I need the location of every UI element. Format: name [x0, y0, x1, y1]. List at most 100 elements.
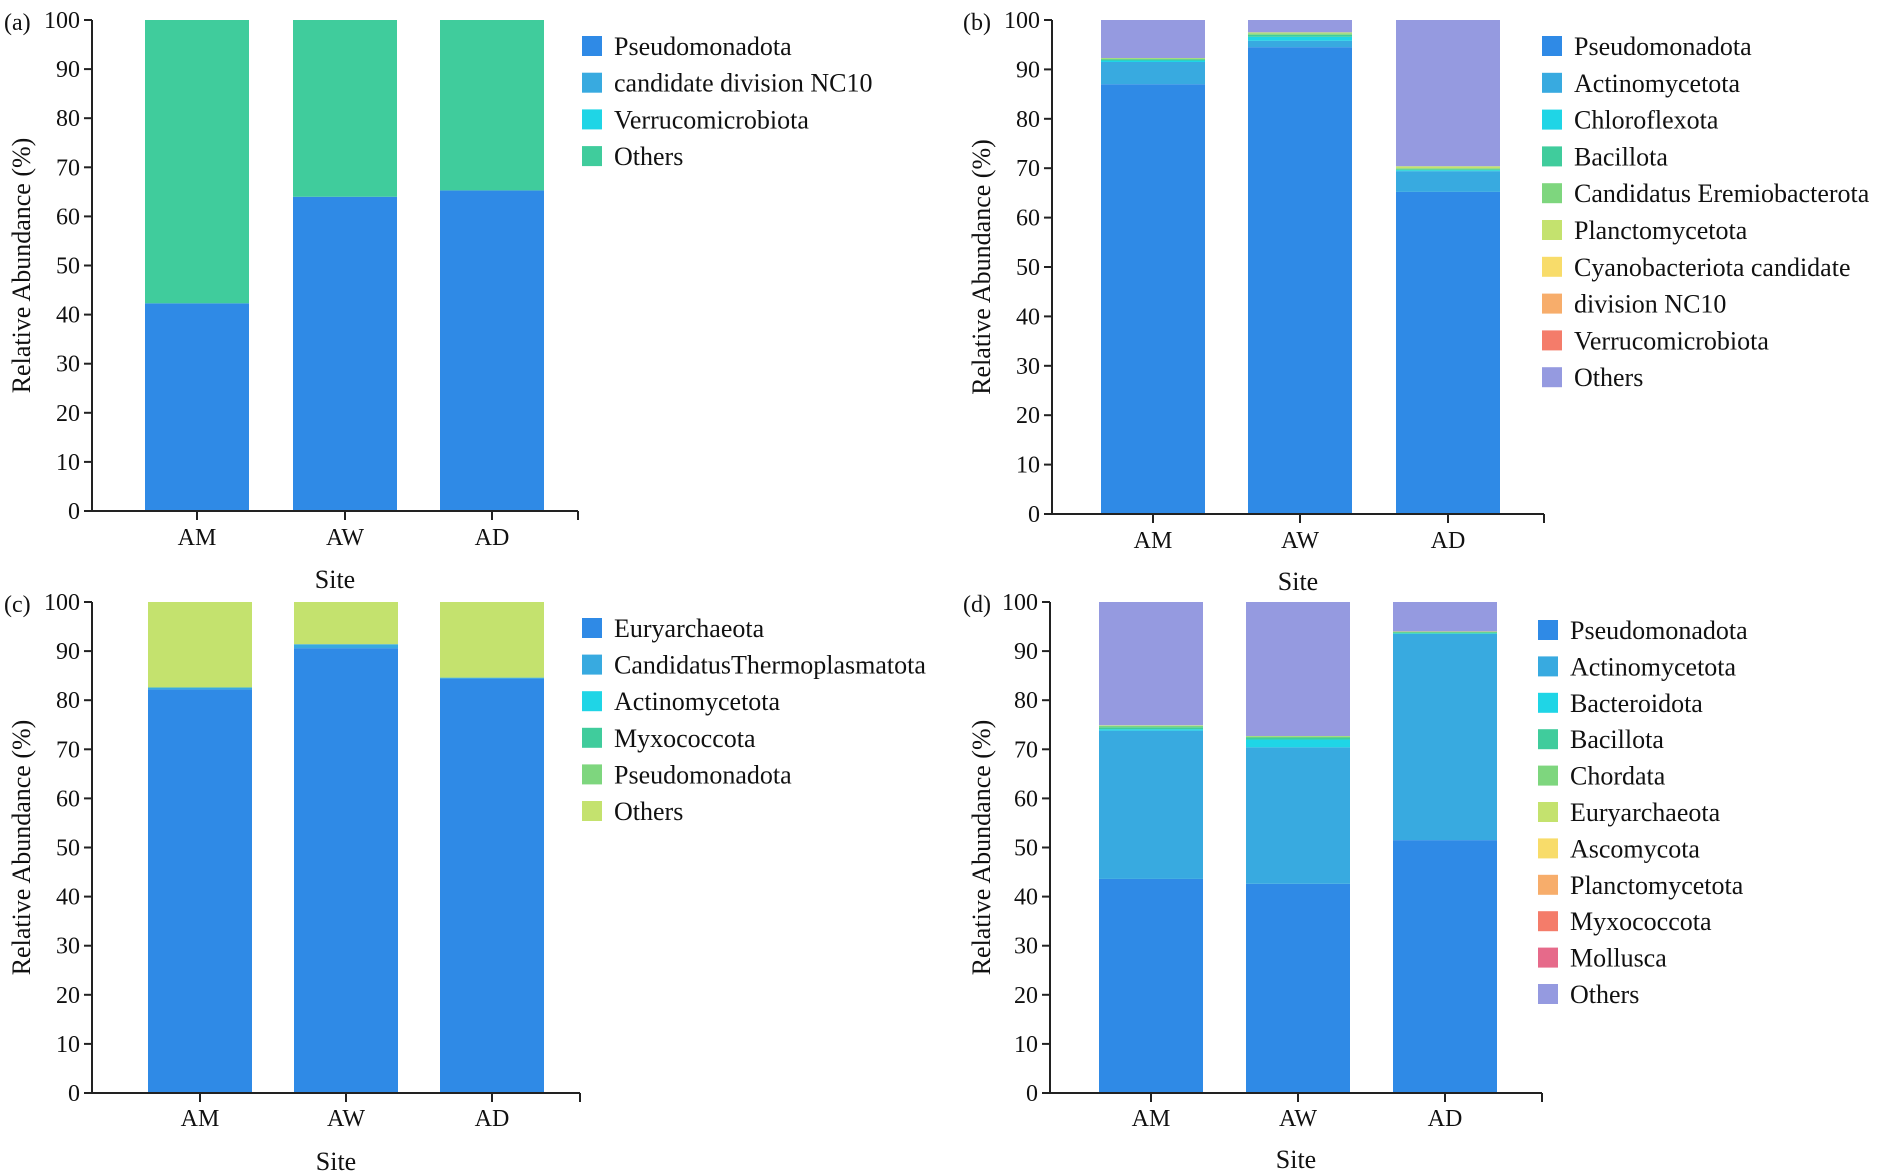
legend-swatch	[1538, 911, 1558, 932]
y-tick-label: 90	[1016, 57, 1040, 83]
y-tick-label: 40	[56, 885, 80, 911]
legend-swatch	[1542, 330, 1562, 351]
bar-segment-ad-candidatusthermoplasmatota	[440, 677, 544, 679]
legend-swatch	[582, 146, 602, 167]
legend-label: Myxococcota	[614, 724, 756, 753]
bar-segment-am-pseudomonadota	[145, 303, 249, 511]
legend-swatch	[1538, 729, 1558, 750]
bar-segment-am-bacillota	[1099, 727, 1203, 730]
panel-label: (a)	[4, 10, 31, 36]
x-tick-label-am: AM	[1132, 1106, 1171, 1132]
legend-label: Verrucomicrobiota	[1574, 326, 1769, 355]
y-tick-label: 70	[56, 737, 80, 763]
y-tick-label: 20	[56, 983, 80, 1009]
x-axis-title: Site	[1276, 1145, 1316, 1172]
y-tick-label: 10	[56, 1032, 80, 1058]
legend-label: Mollusca	[1570, 944, 1667, 973]
legend-label: Pseudomonadota	[614, 32, 792, 61]
legend-label: Pseudomonadota	[614, 760, 792, 789]
y-axis-title: Relative Abundance (%)	[967, 139, 996, 395]
legend-label: Pseudomonadota	[1570, 616, 1748, 645]
legend-label: Others	[1574, 363, 1643, 392]
legend-swatch	[1542, 36, 1562, 56]
bar-segment-aw-others	[294, 602, 398, 645]
legend-swatch	[1538, 984, 1558, 1004]
legend-swatch	[582, 72, 602, 93]
bar-segment-ad-others	[1396, 20, 1500, 167]
legend-label: Bacteroidota	[1570, 689, 1703, 718]
y-tick-label: 30	[56, 934, 80, 960]
bar-segment-ad-actinomycetota	[1393, 633, 1497, 841]
y-tick-label: 70	[56, 155, 80, 181]
y-tick-label: 30	[1014, 934, 1038, 960]
chart-panel-c: (c) 0 10 20 30 40 50 60 70 80 90 100 AM AW AD Site Relat…	[4, 590, 926, 1172]
bars	[1101, 20, 1500, 515]
bar-segment-am-candidatusthermoplasmatota	[148, 687, 252, 690]
bar-segment-ad-others	[1393, 602, 1497, 632]
bar-segment-ad-planctomycetota	[1396, 166, 1500, 169]
bar-segment-ad-actinomycetota	[1396, 171, 1500, 192]
legend-swatch	[1542, 72, 1562, 93]
legend-swatch	[1538, 620, 1558, 640]
y-tick-label: 30	[1016, 354, 1040, 380]
y-tick-label: 10	[1016, 453, 1040, 479]
legend: Pseudomonadota Actinomycetota Chloroflexot…	[1542, 32, 1870, 392]
legend-label: Others	[1570, 980, 1639, 1009]
y-tick-label: 30	[56, 352, 80, 378]
bar-segment-am-others	[148, 602, 252, 688]
legend-label: Pseudomonadota	[1574, 32, 1752, 61]
legend-swatch	[1542, 109, 1562, 130]
y-tick-label: 90	[56, 57, 80, 83]
y-tick-label: 10	[56, 450, 80, 476]
bar-segment-ad-pseudomonadota	[440, 190, 544, 511]
legend-swatch	[1538, 838, 1558, 859]
x-tick-label-ad: AD	[475, 525, 510, 551]
legend: Pseudomonadota Actinomycetota Bacteroidota…	[1538, 616, 1748, 1009]
legend-label: Cyanobacteriota candidate	[1574, 253, 1850, 282]
legend: Pseudomonadota candidate division NC10 Ver…	[582, 32, 873, 171]
legend-label: Euryarchaeota	[614, 614, 765, 643]
legend-swatch	[1542, 293, 1562, 314]
x-tick-label-ad: AD	[475, 1106, 510, 1132]
legend-swatch	[582, 727, 602, 748]
y-tick-label: 60	[56, 204, 80, 230]
bar-segment-aw-actinomycetota	[1246, 747, 1350, 884]
legend-label: Verrucomicrobiota	[614, 105, 809, 134]
legend-swatch	[582, 654, 602, 675]
legend-swatch	[1538, 874, 1558, 895]
legend-swatch	[1542, 220, 1562, 240]
y-tick-label: 80	[1016, 107, 1040, 133]
x-tick-label-aw: AW	[1281, 528, 1319, 554]
bar-segment-aw-pseudomonadota	[293, 196, 397, 511]
bar-segment-aw-candidatus-eremiobacterota	[1248, 33, 1352, 35]
y-tick-label: 60	[56, 786, 80, 812]
legend-label: Euryarchaeota	[1570, 798, 1721, 827]
panel-label: (c)	[4, 592, 31, 618]
bar-segment-am-actinomycetota	[1101, 61, 1205, 85]
bar-segment-ad-candidatus-eremiobacterota	[1396, 168, 1500, 170]
bar-segment-am-others	[145, 20, 249, 304]
bar-segment-ad-pseudomonadota	[1393, 840, 1497, 1093]
legend-swatch	[582, 36, 602, 56]
legend-swatch	[1538, 802, 1558, 822]
x-tick-label-am: AM	[181, 1106, 220, 1132]
y-tick-label: 10	[1014, 1032, 1038, 1058]
bar-segment-am-chordata	[1099, 725, 1203, 728]
bar-segment-am-actinomycetota	[1099, 730, 1203, 879]
bar-segment-am-pseudomonadota	[1099, 878, 1203, 1093]
x-axis-title: Site	[316, 1147, 356, 1172]
x-tick-label-am: AM	[1134, 528, 1173, 554]
y-tick-label: 20	[1016, 403, 1040, 429]
bar-segment-ad-bacillota	[1393, 632, 1497, 634]
legend-swatch	[1542, 183, 1562, 204]
legend-label: Bacillota	[1570, 725, 1664, 754]
bar-segment-ad-bacillota	[1396, 169, 1500, 171]
y-tick-label: 100	[44, 8, 80, 34]
y-tick-label: 0	[68, 499, 80, 525]
x-axis-title: Site	[1278, 567, 1318, 596]
y-tick-label: 90	[1014, 639, 1038, 665]
legend-label: Chloroflexota	[1574, 106, 1719, 135]
y-tick-label: 50	[1016, 255, 1040, 281]
y-tick-label: 70	[1016, 156, 1040, 182]
bar-segment-aw-others	[293, 20, 397, 197]
